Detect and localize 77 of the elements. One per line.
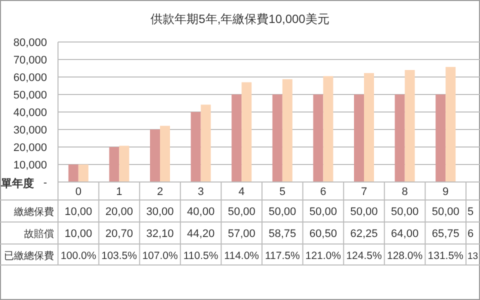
- bar: [68, 164, 78, 182]
- x-tick-label: 0: [75, 186, 82, 198]
- bar: [78, 164, 88, 182]
- x-tick-label: 6: [320, 186, 326, 198]
- text: 57,00: [228, 228, 256, 240]
- bar: [364, 73, 374, 182]
- bar: [436, 94, 446, 182]
- y-tick-label: 70,000: [13, 54, 47, 66]
- bar: [272, 94, 282, 182]
- text: 117.5%: [264, 250, 300, 262]
- text: 50,00: [228, 206, 256, 218]
- bar: [242, 82, 252, 182]
- text: 32,10: [146, 228, 174, 240]
- text: 5: [468, 206, 474, 218]
- text: 107.0%: [142, 250, 178, 262]
- text: 110.5%: [183, 250, 218, 262]
- x-tick-label: 1: [116, 186, 122, 198]
- x-tick-label: 9: [442, 186, 449, 198]
- text: 6: [468, 228, 474, 240]
- text: 故賠償: [24, 228, 54, 240]
- text: 100.0%: [60, 250, 96, 262]
- text: 124.5%: [346, 250, 382, 262]
- text: 50,00: [268, 206, 296, 218]
- text: 20,70: [105, 228, 133, 240]
- text: 10,00: [64, 228, 92, 240]
- bar: [313, 94, 324, 182]
- x-tick-label: 8: [402, 186, 408, 198]
- chart-title: 供款年期5年,年繳保費10,000美元: [150, 12, 330, 26]
- text: 50,00: [391, 206, 419, 218]
- text: 繳總保費: [13, 206, 54, 218]
- text: 已繳總保費: [4, 250, 54, 262]
- text: 單年度: [0, 177, 34, 190]
- text: 20,00: [105, 206, 133, 218]
- y-tick-label: 80,000: [13, 37, 47, 49]
- text: 65,75: [432, 228, 460, 240]
- y-tick-label: 30,000: [13, 124, 47, 136]
- text: 58,75: [268, 228, 296, 240]
- bar: [160, 126, 170, 182]
- bar: [354, 94, 364, 182]
- bar: [323, 76, 334, 182]
- bar: [282, 79, 292, 182]
- text: 10,00: [64, 206, 92, 218]
- text: 114.0%: [224, 250, 260, 262]
- y-tick-label: 40,000: [13, 107, 47, 119]
- text: 121.0%: [305, 250, 342, 262]
- bar: [446, 66, 456, 182]
- x-tick-label: 5: [279, 186, 286, 198]
- bar: [109, 147, 120, 182]
- y-tick-label: 20,000: [13, 142, 47, 154]
- y-tick-label: 10,000: [13, 160, 47, 172]
- x-tick-label: 7: [360, 186, 368, 198]
- text: 50,00: [432, 206, 460, 218]
- text: 44,20: [187, 228, 215, 240]
- y-tick-label: -: [43, 177, 48, 189]
- bar: [190, 112, 201, 182]
- bar: [150, 130, 160, 182]
- text: 30,00: [146, 206, 174, 218]
- text: 64,00: [391, 228, 419, 240]
- text: 128.0%: [386, 250, 423, 262]
- y-tick-label: 50,000: [13, 90, 47, 102]
- bar: [394, 94, 405, 182]
- bar: [404, 70, 415, 182]
- text: 40,00: [187, 206, 215, 218]
- y-tick-label: 60,000: [13, 72, 47, 84]
- text: 62,25: [350, 228, 378, 240]
- x-tick-label: 2: [156, 186, 164, 198]
- text: 50,00: [350, 206, 378, 218]
- text: 60,50: [309, 228, 337, 240]
- text: 131.5%: [428, 250, 464, 262]
- x-tick-label: 4: [238, 186, 245, 198]
- bar: [200, 104, 211, 182]
- text: 50,00: [309, 206, 337, 218]
- text: 103.5%: [101, 250, 138, 262]
- x-tick-label: 3: [198, 186, 204, 198]
- text: 13: [468, 251, 478, 262]
- bar: [232, 94, 242, 182]
- bar: [119, 146, 130, 182]
